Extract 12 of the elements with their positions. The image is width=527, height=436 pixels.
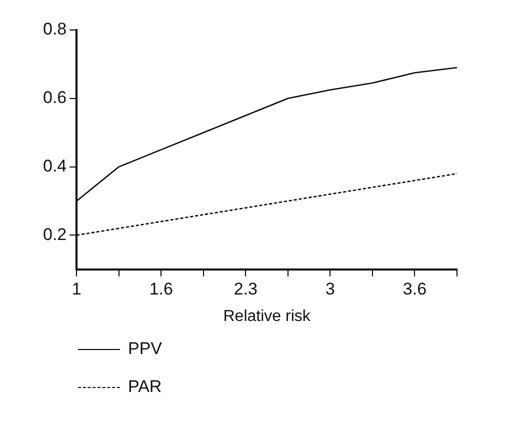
y-tick-label: 0.8 (42, 20, 67, 39)
x-tick-label: 3.6 (402, 279, 427, 298)
legend-label: PAR (128, 377, 162, 397)
x-tick-label: 2.3 (234, 279, 258, 298)
x-tick-label: 3 (325, 279, 335, 298)
legend-label: PPV (128, 339, 162, 359)
y-tick-label: 0.6 (42, 88, 67, 108)
x-axis-title: Relative risk (223, 308, 312, 325)
x-tick-label: 1 (72, 279, 82, 298)
y-tick-label: 0.4 (42, 156, 67, 176)
x-tick-label: 1.6 (149, 279, 173, 298)
y-tick-label: 0.2 (42, 224, 67, 244)
